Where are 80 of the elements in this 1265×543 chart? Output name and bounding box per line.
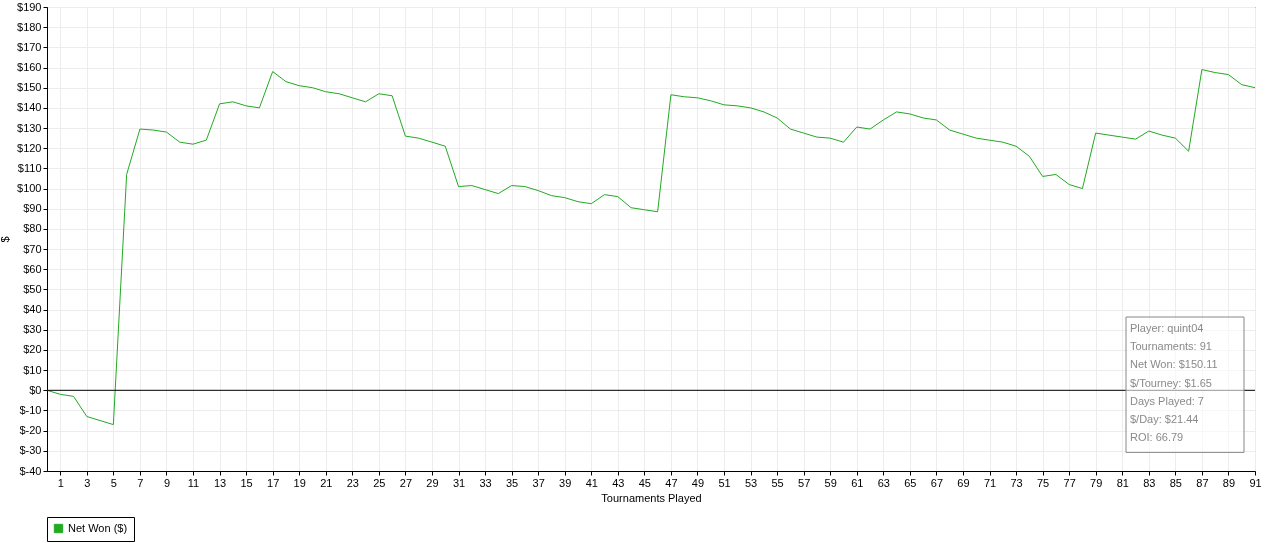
x-tick-label: 71 — [983, 476, 997, 489]
x-tick-label: 57 — [798, 476, 811, 489]
y-tick-label: $150 — [17, 81, 42, 94]
y-tick-label: $100 — [17, 182, 42, 195]
x-tick-label: 41 — [585, 476, 598, 489]
y-tick-label: $30 — [23, 323, 42, 336]
x-axis-title: Tournaments Played — [601, 491, 702, 504]
x-tick-label: 85 — [1169, 476, 1182, 489]
annotation: ROI: 66.79 — [1130, 431, 1184, 444]
x-tick-label: 1 — [57, 476, 64, 489]
x-tick-label: 79 — [1090, 476, 1103, 489]
x-tick-label: 69 — [957, 476, 970, 489]
y-tick-label: $190 — [17, 0, 42, 13]
x-tick-label: 43 — [612, 476, 625, 489]
y-tick-label: $90 — [23, 202, 42, 215]
y-axis-title: $ — [0, 236, 12, 243]
x-tick-label: 59 — [824, 476, 837, 489]
x-tick-label: 45 — [638, 476, 651, 489]
x-tick-label: 83 — [1143, 476, 1156, 489]
y-tick-label: $-10 — [19, 403, 42, 416]
annotation: Days Played: 7 — [1130, 394, 1204, 407]
x-tick-label: 11 — [187, 476, 200, 489]
x-tick-label: 3 — [84, 476, 91, 489]
x-tick-label: 35 — [505, 476, 519, 489]
x-tick-label: 67 — [930, 476, 944, 489]
x-tick-label: 33 — [479, 476, 492, 489]
x-tick-label: 19 — [293, 476, 306, 489]
y-tick-label: $20 — [23, 343, 42, 356]
y-tick-label: $50 — [23, 282, 42, 295]
y-tick-label: $60 — [23, 262, 42, 275]
x-tick-label: 13 — [213, 476, 227, 489]
y-tick-label: $40 — [23, 303, 42, 316]
x-tick-label: 23 — [346, 476, 359, 489]
x-tick-label: 55 — [771, 476, 784, 489]
x-tick-label: 15 — [240, 476, 253, 489]
y-tick-label: $130 — [17, 121, 42, 134]
x-tick-label: 61 — [851, 476, 864, 489]
x-tick-label: 49 — [691, 476, 705, 489]
y-tick-label: $180 — [17, 20, 42, 33]
x-tick-label: 73 — [1010, 476, 1023, 489]
y-tick-label: $80 — [23, 222, 42, 235]
y-tick-label: $-40 — [19, 464, 42, 477]
legend-label: Net Won ($) — [68, 521, 128, 534]
x-tick-label: 51 — [718, 476, 731, 489]
x-tick-label: 9 — [163, 476, 171, 489]
x-tick-label: 27 — [399, 476, 413, 489]
y-tick-label: $160 — [17, 61, 42, 74]
x-tick-label: 91 — [1249, 476, 1262, 489]
x-tick-label: 7 — [137, 476, 144, 489]
y-tick-label: $170 — [17, 40, 42, 53]
x-tick-label: 21 — [320, 476, 333, 489]
y-tick-label: $110 — [17, 161, 42, 174]
y-tick-label: $120 — [17, 141, 42, 154]
annotation: $/Tourney: $1.65 — [1130, 376, 1212, 389]
x-tick-label: 77 — [1063, 476, 1076, 489]
x-tick-label: 47 — [665, 476, 678, 489]
y-tick-label: $140 — [17, 101, 42, 114]
x-tick-label: 63 — [877, 476, 890, 489]
x-tick-label: 25 — [373, 476, 386, 489]
x-tick-label: 53 — [744, 476, 758, 489]
x-tick-label: 5 — [110, 476, 117, 489]
x-tick-label: 31 — [452, 476, 466, 489]
annotation: $/Day: $21.44 — [1130, 413, 1199, 425]
y-tick-label: $-30 — [19, 444, 42, 457]
x-tick-label: 17 — [267, 476, 280, 489]
annotation: Tournaments: 91 — [1130, 340, 1212, 353]
x-tick-label: 75 — [1036, 476, 1050, 489]
annotation: Player: quint04 — [1130, 322, 1204, 334]
y-tick-label: $70 — [23, 242, 42, 255]
x-tick-label: 89 — [1222, 476, 1236, 489]
x-tick-label: 81 — [1116, 476, 1129, 489]
y-tick-label: $10 — [23, 363, 42, 376]
x-tick-label: 87 — [1196, 476, 1209, 489]
x-tick-label: 65 — [904, 476, 917, 489]
x-tick-label: 39 — [559, 476, 572, 489]
y-tick-label: $0 — [29, 383, 42, 396]
annotation: Net Won: $150.11 — [1130, 358, 1218, 371]
x-tick-label: 37 — [532, 476, 545, 489]
x-tick-label: 29 — [426, 476, 439, 489]
y-tick-label: $-20 — [19, 424, 42, 437]
